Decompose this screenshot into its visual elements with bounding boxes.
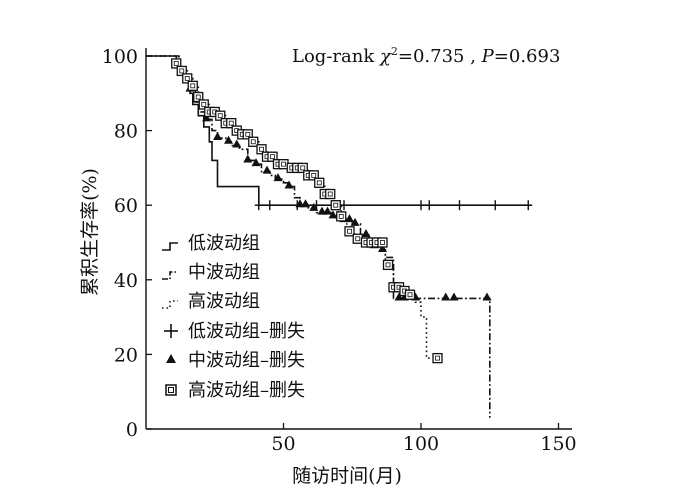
y-axis-title: 累积生存率(%) (79, 168, 101, 296)
censor-mark-mid (441, 292, 451, 301)
censor-mark-high (432, 352, 443, 364)
legend-label-high-censored: 高波动组–删失 (188, 380, 305, 401)
legend-label-mid: 中波动组 (188, 262, 260, 283)
x-tick-label: 100 (403, 433, 439, 455)
legend-label-low: 低波动组 (188, 233, 260, 254)
censor-mark-high (267, 151, 278, 162)
legend-item-mid-censored: 中波动组–删失 (166, 350, 305, 371)
censor-mark-high (256, 144, 267, 155)
censor-mark-mid (309, 202, 319, 211)
censor-mark-low (254, 200, 263, 211)
legend-triangle-marker (166, 354, 176, 363)
legend-label-high: 高波动组 (188, 291, 260, 312)
y-tick-label: 60 (114, 195, 138, 217)
censor-mark-mid (301, 199, 310, 208)
censor-mark-high (382, 259, 394, 271)
censor-mark-mid (323, 206, 332, 215)
censor-mark-mid (273, 173, 283, 182)
censor-mark-high (176, 65, 187, 77)
legend-plus-marker (164, 324, 178, 338)
censor-mark-low (455, 200, 464, 211)
censor-mark-high (314, 177, 325, 188)
legend-swatch-high (162, 300, 178, 309)
censor-markers (171, 58, 533, 364)
censor-mark-low (340, 200, 348, 211)
plot-axes (145, 48, 572, 430)
censor-mark-high (242, 129, 253, 140)
censor-mark-high (404, 289, 416, 300)
legend-square-marker (165, 384, 177, 396)
censor-mark-high (336, 211, 347, 222)
censor-mark-high (182, 73, 193, 84)
x-axis-title: 随访时间(月) (292, 465, 402, 487)
censor-mark-mid (243, 154, 253, 163)
censor-mark-low (417, 200, 425, 211)
censor-mark-high (308, 170, 319, 181)
censor-mark-low (491, 200, 500, 211)
censor-mark-mid (224, 135, 233, 144)
survival-curve-low (146, 55, 531, 206)
axis-ticks: 50 100 150 0 20 40 60 80 100 (102, 46, 577, 455)
censor-mark-low (265, 200, 274, 211)
censor-mark-mid (482, 292, 492, 301)
legend-item-high: 高波动组 (162, 291, 260, 312)
legend-label-low-censored: 低波动组–删失 (188, 321, 305, 342)
censor-mark-mid (202, 113, 211, 122)
censor-mark-high (198, 99, 209, 110)
censor-mark-low (425, 200, 434, 211)
censor-mark-mid (361, 229, 371, 238)
censor-mark-high (193, 91, 204, 103)
legend: 低波动组 中波动组 高波动组 低波动组–删失 中波动组–删失 高波动组–删失 (162, 233, 305, 401)
censor-mark-mid (345, 214, 354, 223)
censor-mark-high (377, 237, 388, 248)
censor-mark-high (187, 80, 198, 91)
censor-mark-mid (251, 158, 261, 167)
legend-swatch-low (162, 242, 178, 251)
censor-mark-high (330, 200, 341, 211)
censor-mark-mid (262, 165, 272, 174)
censor-mark-high (248, 136, 259, 147)
survival-curve-high (146, 55, 438, 359)
y-tick-label: 80 (114, 121, 138, 143)
legend-item-mid: 中波动组 (162, 262, 260, 283)
censor-mark-mid (284, 180, 294, 189)
y-tick-label: 0 (126, 419, 138, 441)
x-tick-label: 150 (540, 433, 576, 455)
legend-label-mid-censored: 中波动组–删失 (188, 350, 305, 371)
censor-mark-mid (232, 139, 242, 148)
legend-swatch-mid (162, 271, 178, 280)
y-tick-label: 100 (102, 46, 138, 68)
censor-mark-mid (378, 243, 387, 252)
censor-mark-low (524, 200, 533, 211)
censor-mark-high (297, 162, 308, 174)
x-tick-label: 50 (271, 433, 295, 455)
legend-item-low-censored: 低波动组–删失 (164, 321, 305, 342)
censor-mark-mid (350, 217, 360, 226)
y-tick-label: 40 (114, 270, 138, 292)
censor-mark-high (344, 226, 355, 237)
legend-item-high-censored: 高波动组–删失 (165, 380, 305, 401)
y-tick-label: 20 (114, 344, 138, 366)
censor-mark-high (226, 117, 237, 129)
logrank-annotation: Log-rank χ2=0.735 , P=0.693 (292, 45, 560, 67)
censor-mark-high (171, 58, 182, 69)
censor-mark-mid (449, 292, 459, 301)
censor-mark-high (215, 110, 226, 121)
legend-item-low: 低波动组 (162, 233, 260, 254)
censor-mark-mid (213, 132, 222, 141)
censor-mark-high (325, 188, 336, 200)
